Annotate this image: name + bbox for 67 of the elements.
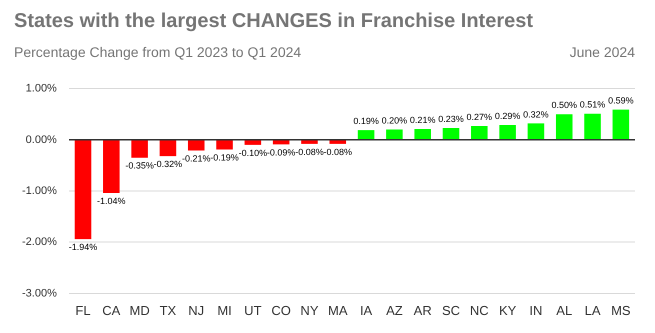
y-tick-label: -1.00% xyxy=(22,185,58,198)
x-tick-label: AR xyxy=(414,302,432,318)
bar xyxy=(216,140,233,150)
chart-title: States with the largest CHANGES in Franchise Interest xyxy=(14,10,534,33)
bar xyxy=(584,114,601,140)
y-tick-label: 1.00% xyxy=(26,82,58,95)
bar xyxy=(160,140,176,156)
data-label: -0.08% xyxy=(295,146,324,157)
data-label: 0.20% xyxy=(382,116,408,126)
text: June 2024 xyxy=(570,44,635,60)
y-tick-label: -3.00% xyxy=(22,287,58,300)
data-label: 0.21% xyxy=(410,115,436,126)
x-tick-label: NJ xyxy=(188,302,204,318)
x-tick-label: TX xyxy=(160,302,177,318)
x-tick-label: IN xyxy=(529,302,542,318)
data-label: -0.32% xyxy=(154,159,182,170)
bar xyxy=(499,124,516,140)
data-label: -0.09% xyxy=(266,147,296,158)
x-tick-label: FL xyxy=(75,302,91,318)
x-tick-label: MI xyxy=(217,302,232,318)
x-tick-label: AL xyxy=(556,302,572,318)
x-tick-label: MS xyxy=(611,302,631,318)
data-label: -0.10% xyxy=(238,148,268,158)
bar xyxy=(188,140,205,151)
y-tick-label: -2.00% xyxy=(22,236,58,248)
x-tick-label: CA xyxy=(102,302,121,318)
x-tick-label: MA xyxy=(328,302,348,318)
x-tick-label: UT xyxy=(244,302,262,318)
bar xyxy=(556,114,573,140)
data-label: 0.29% xyxy=(494,110,520,121)
bar xyxy=(471,126,488,140)
x-tick-label: AZ xyxy=(386,302,403,318)
bar xyxy=(272,140,290,144)
data-label: 0.59% xyxy=(608,96,634,106)
chart-subtitle: Percentage Change from Q1 2023 to Q1 2024 xyxy=(14,44,302,60)
x-tick-label: LA xyxy=(584,302,601,318)
bar xyxy=(244,140,262,145)
data-label: -1.04% xyxy=(97,196,126,206)
y-tick-label: 0.00% xyxy=(26,134,58,146)
data-label: 0.23% xyxy=(438,114,464,124)
data-label: -0.35% xyxy=(125,160,154,171)
data-label: -0.21% xyxy=(182,154,210,164)
data-label: -0.08% xyxy=(324,146,352,157)
x-tick-label: KY xyxy=(498,302,517,318)
data-label: -1.94% xyxy=(68,242,98,252)
x-tick-label: NY xyxy=(300,302,319,318)
data-label: 0.32% xyxy=(523,109,549,120)
bar xyxy=(329,140,346,144)
bar xyxy=(131,140,148,158)
x-tick-label: CO xyxy=(271,302,291,318)
data-label: -0.19% xyxy=(210,152,239,163)
bar xyxy=(442,128,460,140)
bar xyxy=(386,130,403,140)
bar xyxy=(103,140,120,194)
data-label: 0.50% xyxy=(551,100,577,110)
bar xyxy=(301,140,318,144)
data-label: 0.27% xyxy=(466,112,492,122)
x-tick-label: NC xyxy=(470,302,489,318)
bar xyxy=(358,130,374,140)
x-tick-label: MD xyxy=(130,302,150,318)
x-tick-label: IA xyxy=(360,302,373,318)
bar xyxy=(414,129,431,140)
data-label: 0.51% xyxy=(580,100,606,110)
x-tick-label: SC xyxy=(442,302,460,318)
data-label: 0.19% xyxy=(353,116,379,126)
bar xyxy=(612,110,630,140)
bar xyxy=(528,123,544,140)
